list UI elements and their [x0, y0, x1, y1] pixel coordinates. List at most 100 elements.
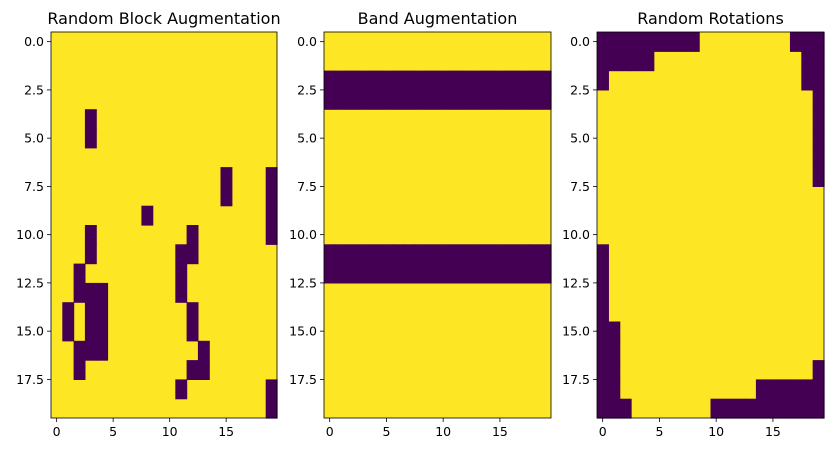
- heatmap-cell: [494, 89, 507, 110]
- heatmap-cell: [84, 302, 97, 323]
- heatmap-cell: [380, 244, 393, 265]
- heatmap-cell: [812, 32, 825, 52]
- heatmap-cell: [597, 263, 609, 284]
- heatmap-cell: [186, 225, 199, 245]
- heatmap-cell: [778, 379, 791, 400]
- heatmap-cell: [812, 128, 825, 149]
- heatmap-cell: [494, 244, 507, 265]
- heatmap-cell: [392, 70, 405, 91]
- heatmap-cell: [324, 263, 336, 284]
- heatmap-cell: [744, 398, 757, 419]
- x-tick-label: 15: [492, 424, 508, 439]
- x-tick-label: 10: [435, 424, 451, 439]
- heatmap-cell: [642, 32, 655, 52]
- heatmap-cell: [346, 89, 359, 110]
- heatmap-cell: [597, 379, 609, 400]
- y-tick-label: 17.5: [562, 372, 590, 387]
- heatmap-cell: [96, 321, 109, 342]
- heatmap-cell: [597, 398, 609, 419]
- heatmap-cell: [324, 244, 336, 265]
- heatmap-cell: [812, 360, 825, 380]
- heatmap-cell: [812, 89, 825, 110]
- heatmap-cell: [346, 263, 359, 284]
- heatmap-cell: [812, 167, 825, 187]
- heatmap-cell: [96, 340, 109, 361]
- heatmap-cell: [437, 263, 450, 284]
- heatmap-cell: [426, 263, 439, 284]
- heatmap-cell: [597, 32, 609, 52]
- y-tick-label: 0.0: [570, 34, 590, 49]
- heatmap-cell: [403, 89, 416, 110]
- heatmap-cell: [653, 32, 666, 52]
- heatmap-cell: [96, 282, 109, 303]
- heatmap-cell: [84, 340, 97, 361]
- heatmap-cell: [403, 70, 416, 91]
- heatmap-cell: [789, 379, 802, 400]
- heatmap-cell: [801, 51, 814, 72]
- heatmap-cell: [482, 263, 495, 284]
- y-tick-label: 15.0: [289, 324, 317, 339]
- heatmap-cell: [346, 70, 359, 91]
- heatmap-cell: [448, 89, 461, 110]
- heatmap-cell: [471, 263, 484, 284]
- heatmap-cell: [358, 89, 370, 110]
- heatmap-cell: [220, 186, 233, 207]
- heatmap-cell: [642, 51, 655, 72]
- heatmap-cell: [471, 70, 484, 91]
- heatmap-cell: [96, 302, 109, 323]
- heatmap-cell: [380, 89, 393, 110]
- y-tick-label: 15.0: [16, 324, 44, 339]
- x-tick-label: 0: [53, 424, 61, 439]
- heatmap-cell: [789, 398, 802, 419]
- heatmap-cell: [437, 89, 450, 110]
- heatmap-cell: [619, 32, 632, 52]
- heatmap-cell: [721, 398, 734, 419]
- heatmap-background: [597, 32, 824, 418]
- heatmap-cell: [324, 89, 336, 110]
- heatmap-cell: [358, 263, 370, 284]
- heatmap-cell: [84, 128, 97, 149]
- heatmap-cell: [73, 282, 86, 303]
- heatmap-cell: [403, 263, 416, 284]
- heatmap-cell: [62, 302, 75, 323]
- heatmap-cell: [608, 321, 621, 342]
- heatmap-cell: [197, 340, 210, 361]
- x-tick-label: 15: [765, 424, 781, 439]
- y-tick-label: 7.5: [570, 179, 590, 194]
- x-tick-label: 5: [382, 424, 390, 439]
- heatmap-cell: [392, 263, 405, 284]
- axes-frame: [323, 31, 552, 419]
- heatmap-cell: [403, 244, 416, 265]
- y-tick-label: 12.5: [289, 275, 317, 290]
- heatmap-cell: [186, 244, 199, 265]
- heatmap-cell: [448, 263, 461, 284]
- heatmap-cell: [608, 360, 621, 380]
- heatmap-cell: [812, 147, 825, 168]
- heatmap-cell: [505, 244, 518, 265]
- heatmap-cell: [392, 89, 405, 110]
- heatmap-cell: [369, 244, 382, 265]
- heatmap-cell: [608, 398, 621, 419]
- heatmap-cell: [528, 70, 541, 91]
- heatmap-cell: [460, 70, 473, 91]
- heatmap-cell: [597, 321, 609, 342]
- heatmap-cell: [358, 244, 370, 265]
- heatmap-cell: [631, 32, 643, 52]
- y-tick-label: 2.5: [570, 82, 590, 97]
- heatmap-cell: [62, 321, 75, 342]
- heatmap-cell: [175, 244, 188, 265]
- heatmap-cell: [265, 225, 278, 245]
- heatmap-cell: [414, 70, 427, 91]
- y-tick-label: 0.0: [297, 34, 317, 49]
- heatmap-cell: [812, 398, 825, 419]
- panel-1-title: Random Block Augmentation: [47, 9, 280, 28]
- heatmap-cell: [597, 302, 609, 323]
- heatmap-cell: [460, 263, 473, 284]
- panel-3-title: Random Rotations: [637, 9, 784, 28]
- heatmap-cell: [528, 244, 541, 265]
- heatmap-cell: [539, 70, 552, 91]
- heatmap-panel-2: Band Augmentation 0 5 10 15 0.0 2.5 5.0 7.5 10.0…: [289, 9, 552, 439]
- heatmap-cell: [789, 32, 802, 52]
- heatmap-cell: [801, 32, 814, 52]
